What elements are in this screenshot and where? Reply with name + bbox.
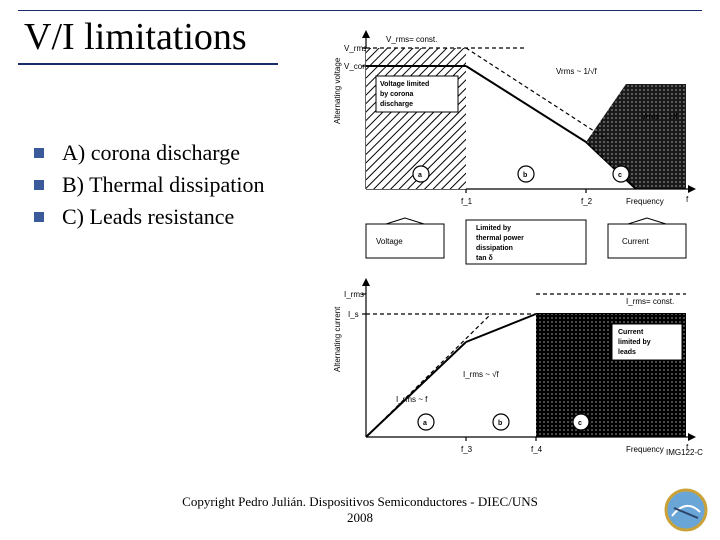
- list-item: C) Leads resistance: [34, 204, 264, 230]
- y-axis-label: Alternating current: [333, 306, 342, 372]
- svg-text:a: a: [423, 420, 427, 427]
- logo-icon: [664, 488, 708, 532]
- svg-text:I_rms ~ f: I_rms ~ f: [396, 395, 428, 404]
- svg-text:b: b: [498, 420, 502, 427]
- svg-text:limited by: limited by: [618, 339, 651, 346]
- svg-text:Current: Current: [618, 329, 644, 336]
- svg-text:I_rms= const.: I_rms= const.: [626, 297, 674, 306]
- footer-line1: Copyright Pedro Julián. Dispositivos Sem…: [182, 494, 538, 509]
- svg-text:thermal power: thermal power: [476, 235, 524, 242]
- svg-text:IMG122-C: IMG122-C: [666, 448, 703, 457]
- svg-text:f_3: f_3: [461, 445, 473, 454]
- svg-text:c: c: [618, 172, 622, 179]
- f-end: f: [686, 195, 689, 204]
- svg-text:a: a: [418, 172, 422, 179]
- x-axis-label: Frequency: [626, 445, 664, 454]
- bullet-label-b: B) Thermal dissipation: [62, 172, 264, 198]
- page-title: V/I limitations: [18, 15, 247, 67]
- svg-text:Current: Current: [622, 237, 649, 246]
- middle-arrows: Voltage Limited by thermal power dissipa…: [326, 216, 706, 266]
- svg-text:I_rms: I_rms: [344, 290, 364, 299]
- x-axis-label: Frequency: [626, 197, 664, 206]
- svg-text:by corona: by corona: [380, 91, 414, 98]
- figure-area: Alternating voltage Frequency f V_rms V_…: [326, 24, 706, 464]
- y-axis-label: Alternating voltage: [333, 57, 342, 124]
- svg-text:Voltage: Voltage: [376, 237, 403, 246]
- footer: Copyright Pedro Julián. Dispositivos Sem…: [0, 494, 720, 526]
- square-bullet-icon: [34, 148, 44, 158]
- bullet-list: A) corona discharge B) Thermal dissipati…: [34, 140, 264, 236]
- svg-text:I_s: I_s: [348, 310, 359, 319]
- bullet-label-c: C) Leads resistance: [62, 204, 234, 230]
- svg-text:f_2: f_2: [581, 197, 593, 206]
- const-label: V_rms= const.: [386, 35, 437, 44]
- y-tick-cor: V_cor: [344, 62, 365, 71]
- bullet-label-a: A) corona discharge: [62, 140, 240, 166]
- svg-text:c: c: [578, 420, 582, 427]
- square-bullet-icon: [34, 180, 44, 190]
- svg-text:discharge: discharge: [380, 101, 413, 108]
- svg-text:leads: leads: [618, 349, 636, 356]
- svg-text:Voltage limited: Voltage limited: [380, 81, 429, 88]
- svg-text:tan δ: tan δ: [476, 255, 493, 262]
- list-item: A) corona discharge: [34, 140, 264, 166]
- voltage-chart: Alternating voltage Frequency f V_rms V_…: [326, 24, 706, 209]
- svg-text:dissipation: dissipation: [476, 245, 513, 252]
- square-bullet-icon: [34, 212, 44, 222]
- slope1: Vrms ~ 1/√f: [556, 67, 598, 76]
- y-tick-top: V_rms: [344, 44, 367, 53]
- svg-text:Limited by: Limited by: [476, 225, 511, 232]
- current-chart: Alternating current Frequency f I_rms I_…: [326, 272, 706, 457]
- title-rule-top: [18, 10, 702, 11]
- svg-text:b: b: [523, 172, 527, 179]
- list-item: B) Thermal dissipation: [34, 172, 264, 198]
- svg-text:f_4: f_4: [531, 445, 543, 454]
- slope2: Vrms ~ 1/f: [641, 112, 678, 121]
- svg-text:f_1: f_1: [461, 197, 473, 206]
- svg-text:I_rms ~ √f: I_rms ~ √f: [463, 370, 500, 379]
- footer-line2: 2008: [0, 510, 720, 526]
